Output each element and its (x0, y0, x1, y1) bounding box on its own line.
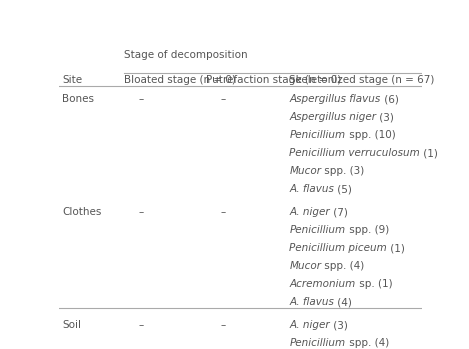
Text: –: – (139, 207, 144, 217)
Text: (3): (3) (330, 320, 348, 330)
Text: (4): (4) (334, 297, 352, 307)
Text: Aspergillus flavus: Aspergillus flavus (289, 94, 381, 104)
Text: Putrefaction stage (n = 0): Putrefaction stage (n = 0) (206, 75, 341, 86)
Text: Penicillium verruculosum: Penicillium verruculosum (289, 148, 420, 158)
Text: (6): (6) (381, 94, 399, 104)
Text: Bones: Bones (62, 94, 94, 104)
Text: Stage of decomposition: Stage of decomposition (124, 50, 248, 60)
Text: Mucor: Mucor (289, 166, 321, 176)
Text: A. flavus: A. flavus (289, 184, 334, 194)
Text: Clothes: Clothes (62, 207, 102, 217)
Text: –: – (220, 320, 226, 330)
Text: Skeletonized stage (n = 67): Skeletonized stage (n = 67) (289, 75, 435, 86)
Text: –: – (139, 320, 144, 330)
Text: A. flavus: A. flavus (289, 297, 334, 307)
Text: –: – (220, 207, 226, 217)
Text: –: – (220, 94, 226, 104)
Text: A. niger: A. niger (289, 207, 330, 217)
Text: Bloated stage (n = 0): Bloated stage (n = 0) (124, 75, 236, 86)
Text: (3): (3) (377, 112, 394, 122)
Text: Penicillium: Penicillium (289, 130, 346, 140)
Text: Penicillium piceum: Penicillium piceum (289, 243, 387, 253)
Text: Penicillium: Penicillium (289, 338, 346, 348)
Text: Soil: Soil (62, 320, 81, 330)
Text: spp. (9): spp. (9) (346, 225, 389, 235)
Text: (1): (1) (420, 148, 438, 158)
Text: –: – (139, 94, 144, 104)
Text: (1): (1) (387, 243, 405, 253)
Text: Penicillium: Penicillium (289, 225, 346, 235)
Text: Aspergillus niger: Aspergillus niger (289, 112, 377, 122)
Text: spp. (4): spp. (4) (346, 338, 389, 348)
Text: spp. (4): spp. (4) (321, 261, 365, 271)
Text: A. niger: A. niger (289, 320, 330, 330)
Text: sp. (1): sp. (1) (356, 279, 392, 289)
Text: Mucor: Mucor (289, 261, 321, 271)
Text: Site: Site (62, 75, 83, 86)
Text: spp. (3): spp. (3) (321, 166, 365, 176)
Text: spp. (10): spp. (10) (346, 130, 395, 140)
Text: (7): (7) (330, 207, 348, 217)
Text: (5): (5) (334, 184, 352, 194)
Text: Acremonium: Acremonium (289, 279, 356, 289)
